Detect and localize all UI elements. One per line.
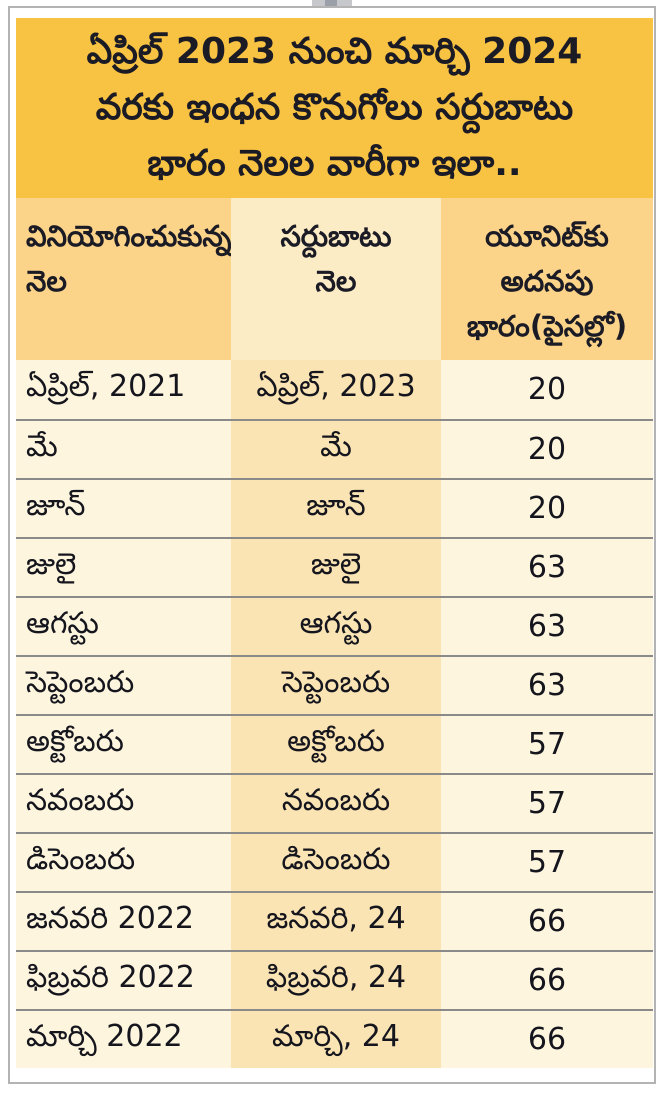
header-line: భారం(పైసల్లో) — [466, 309, 628, 343]
column-header-extra-charge: యూనిట్‌కు అదనపు భారం(పైసల్లో) — [441, 198, 653, 360]
table-row: నవంబరు నవంబరు 57 — [16, 773, 653, 832]
cell-used-month: ఏప్రిల్, 2021 — [16, 360, 231, 419]
cell-extra-charge: 63 — [441, 596, 653, 655]
title-line: ఏప్రిల్ 2023 నుంచి మార్చి 2024 — [86, 31, 583, 72]
table-row: జూన్ జూన్ 20 — [16, 478, 653, 537]
cell-adjustment-month: ఫిబ్రవరి, 24 — [231, 950, 441, 1009]
table-row: మార్చి 2022 మార్చి, 24 66 — [16, 1009, 653, 1068]
table-body: ఏప్రిల్, 2021 ఏప్రిల్, 2023 20 మే మే 20 … — [16, 360, 653, 1068]
cell-used-month: జనవరి 2022 — [16, 891, 231, 950]
cell-extra-charge: 63 — [441, 655, 653, 714]
header-line: అదనపు — [500, 264, 594, 298]
cell-used-month: జూన్ — [16, 478, 231, 537]
cell-adjustment-month: సెప్టెంబరు — [231, 655, 441, 714]
column-header-adjustment-month: సర్దుబాటు నెల — [231, 198, 441, 360]
cell-used-month: మార్చి 2022 — [16, 1009, 231, 1068]
column-header-used-month: వినియోగించుకున్న నెల — [16, 198, 231, 360]
cell-extra-charge: 66 — [441, 1009, 653, 1068]
table-header-row: వినియోగించుకున్న నెల సర్దుబాటు నెల యూనిట… — [16, 198, 653, 360]
cell-used-month: ఆగస్టు — [16, 596, 231, 655]
title-line: వరకు ఇంధన కొనుగోలు సర్దుబాటు — [95, 87, 574, 128]
cell-adjustment-month: మే — [231, 419, 441, 478]
scroll-tab-artifact — [312, 0, 352, 9]
table-row: జులై జులై 63 — [16, 537, 653, 596]
header-line: నెల — [26, 264, 67, 298]
scroll-tab-thumb — [325, 0, 337, 9]
table-row: డిసెంబరు డిసెంబరు 57 — [16, 832, 653, 891]
cell-adjustment-month: అక్టోబరు — [231, 714, 441, 773]
cell-used-month: ఫిబ్రవరి 2022 — [16, 950, 231, 1009]
cell-extra-charge: 66 — [441, 891, 653, 950]
cell-adjustment-month: డిసెంబరు — [231, 832, 441, 891]
cell-extra-charge: 66 — [441, 950, 653, 1009]
cell-adjustment-month: ఏప్రిల్, 2023 — [231, 360, 441, 419]
cell-used-month: డిసెంబరు — [16, 832, 231, 891]
cell-used-month: మే — [16, 419, 231, 478]
table-row: ఫిబ్రవరి 2022 ఫిబ్రవరి, 24 66 — [16, 950, 653, 1009]
cell-extra-charge: 20 — [441, 478, 653, 537]
table-row: ఆగస్టు ఆగస్టు 63 — [16, 596, 653, 655]
clipping-frame: ఏప్రిల్ 2023 నుంచి మార్చి 2024 వరకు ఇంధన… — [8, 6, 656, 1084]
cell-extra-charge: 57 — [441, 773, 653, 832]
cell-adjustment-month: జూన్ — [231, 478, 441, 537]
cell-extra-charge: 63 — [441, 537, 653, 596]
table-row: జనవరి 2022 జనవరి, 24 66 — [16, 891, 653, 950]
cell-used-month: జులై — [16, 537, 231, 596]
header-line: నెల — [315, 264, 357, 298]
cell-adjustment-month: మార్చి, 24 — [231, 1009, 441, 1068]
cell-extra-charge: 57 — [441, 832, 653, 891]
table-row: ఏప్రిల్, 2021 ఏప్రిల్, 2023 20 — [16, 360, 653, 419]
header-line: సర్దుబాటు — [280, 219, 392, 253]
cell-adjustment-month: జులై — [231, 537, 441, 596]
cell-used-month: సెప్టెంబరు — [16, 655, 231, 714]
header-line: వినియోగించుకున్న — [26, 219, 232, 253]
cell-used-month: అక్టోబరు — [16, 714, 231, 773]
cell-adjustment-month: ఆగస్టు — [231, 596, 441, 655]
cell-adjustment-month: జనవరి, 24 — [231, 891, 441, 950]
cell-extra-charge: 20 — [441, 360, 653, 419]
table-row: మే మే 20 — [16, 419, 653, 478]
table-row: సెప్టెంబరు సెప్టెంబరు 63 — [16, 655, 653, 714]
table-row: అక్టోబరు అక్టోబరు 57 — [16, 714, 653, 773]
header-line: యూనిట్‌కు — [485, 219, 609, 253]
cell-extra-charge: 20 — [441, 419, 653, 478]
title-block: ఏప్రిల్ 2023 నుంచి మార్చి 2024 వరకు ఇంధన… — [16, 18, 653, 198]
title-line: భారం నెలల వారీగా ఇలా.. — [147, 143, 522, 184]
cell-adjustment-month: నవంబరు — [231, 773, 441, 832]
cell-extra-charge: 57 — [441, 714, 653, 773]
cell-used-month: నవంబరు — [16, 773, 231, 832]
